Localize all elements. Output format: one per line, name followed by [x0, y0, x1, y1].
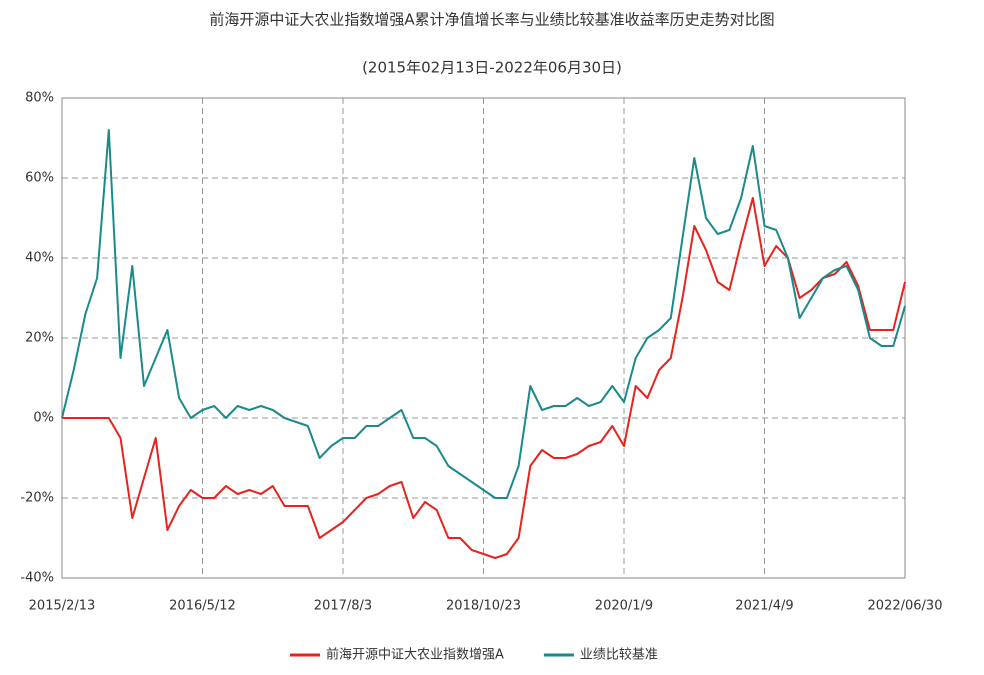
series-line: [62, 197, 906, 559]
x-tick-label: 2021/4/9: [735, 599, 793, 614]
y-tick-label: 0%: [33, 411, 54, 426]
chart-title: 前海开源中证大农业指数增强A累计净值增长率与业绩比较基准收益率历史走势对比图: [209, 11, 774, 29]
legend-label: 前海开源中证大农业指数增强A: [326, 647, 504, 663]
y-tick-label: -20%: [20, 491, 54, 506]
x-tick-label: 2017/8/3: [314, 599, 372, 614]
y-tick-label: 40%: [25, 251, 54, 266]
x-tick-label: 2016/5/12: [169, 599, 236, 614]
x-tick-label: 2015/2/13: [29, 599, 96, 614]
legend-label: 业绩比较基准: [580, 648, 658, 663]
y-tick-label: -40%: [20, 571, 54, 586]
chart-subtitle: (2015年02月13日-2022年06月30日): [362, 59, 622, 77]
series-line: [61, 129, 906, 499]
x-tick-label: 2018/10/23: [446, 599, 521, 614]
plot-frame: [61, 97, 906, 579]
y-tick-label: 80%: [25, 91, 54, 106]
y-tick-label: 60%: [25, 171, 54, 186]
y-tick-label: 20%: [25, 331, 54, 346]
x-tick-label: 2020/1/9: [595, 599, 653, 614]
x-tick-label: 2022/06/30: [868, 599, 943, 614]
